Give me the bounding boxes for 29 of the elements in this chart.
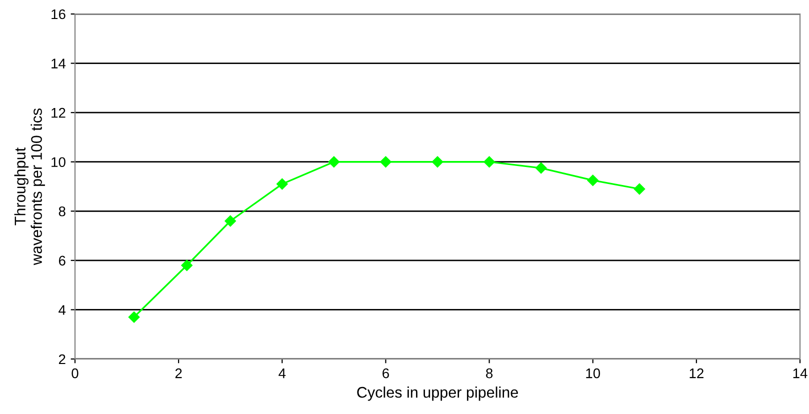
x-tick-label: 0	[72, 368, 78, 378]
x-tick-label: 4	[278, 368, 286, 378]
x-tick-label: 8	[486, 368, 493, 378]
y-tick-label: 12	[52, 108, 66, 118]
y-tick-label: 16	[52, 9, 66, 20]
y-tick-label: 8	[58, 206, 66, 216]
y-tick-label: 14	[52, 58, 66, 68]
x-axis-title: Cycles in upper pipeline	[357, 386, 518, 401]
point	[224, 215, 236, 227]
y-tick-label: 4	[58, 305, 66, 315]
x-tick-label: 6	[382, 368, 389, 378]
y-tick-label: 10	[52, 157, 66, 168]
point	[328, 156, 340, 168]
point	[587, 174, 598, 186]
point	[128, 312, 140, 323]
point	[432, 156, 444, 168]
x-tick-label: 12	[690, 368, 704, 378]
point	[276, 178, 288, 190]
y-tick-label: 2	[58, 354, 66, 364]
point	[380, 156, 392, 168]
x-tick-label: 2	[175, 368, 182, 378]
point	[535, 162, 547, 174]
x-tick-label: 14	[793, 368, 808, 378]
y-axis-title: Throughput wavefronts per 100 tics	[14, 108, 45, 266]
point	[181, 260, 192, 271]
point	[634, 183, 646, 195]
point	[484, 156, 495, 168]
y-tick-label: 6	[58, 256, 66, 266]
x-tick-label: 10	[586, 368, 600, 378]
